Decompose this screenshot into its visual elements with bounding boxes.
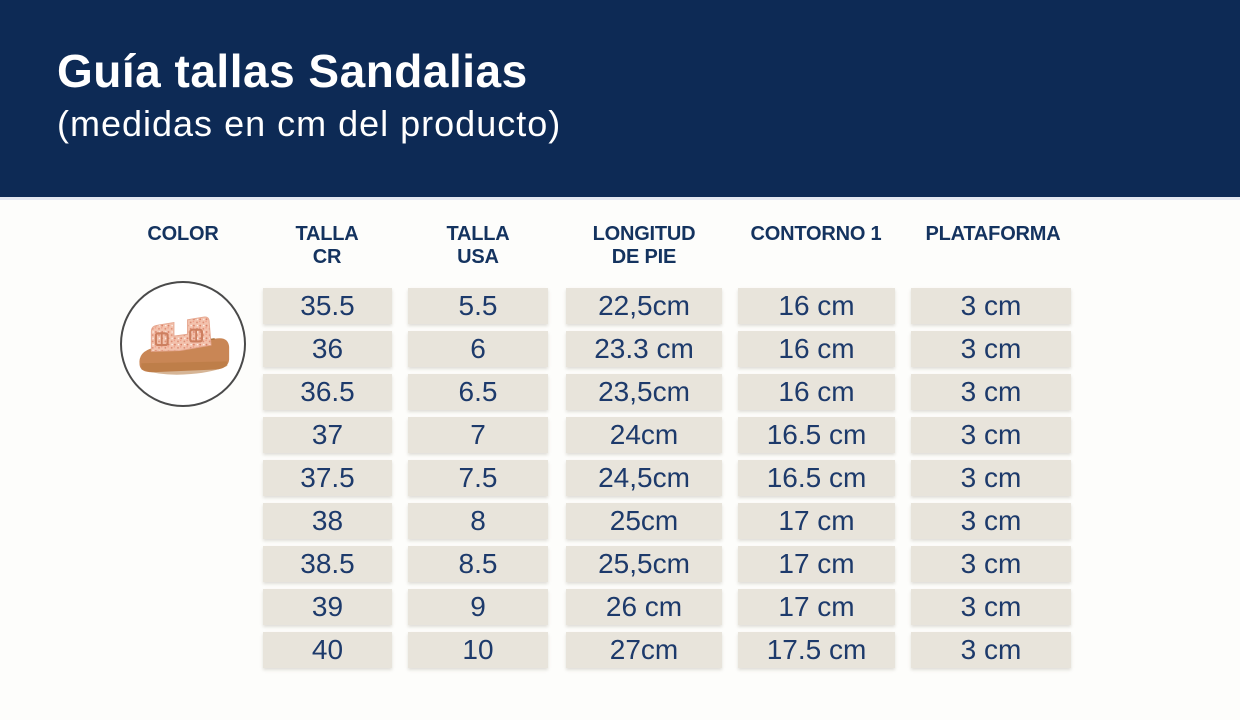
size-cell: 17 cm <box>738 546 895 582</box>
size-cell: 8.5 <box>408 546 548 582</box>
sandal-icon <box>139 316 230 375</box>
size-cell: 6 <box>408 331 548 367</box>
product-photo <box>120 281 246 407</box>
size-cell: 3 cm <box>911 374 1071 410</box>
size-cell: 27cm <box>566 632 722 668</box>
column-header-longitud: LONGITUD DE PIE <box>592 223 696 268</box>
page-subtitle: (medidas en cm del producto) <box>57 103 562 144</box>
size-cell: 3 cm <box>911 460 1071 496</box>
size-cell: 16.5 cm <box>738 460 895 496</box>
size-cell: 10 <box>408 632 548 668</box>
size-cell: 38.5 <box>263 546 392 582</box>
size-cell: 39 <box>263 589 392 625</box>
size-cell: 17 cm <box>738 589 895 625</box>
size-cell: 24cm <box>566 417 722 453</box>
size-cell: 23.3 cm <box>566 331 722 367</box>
size-cell: 26 cm <box>566 589 722 625</box>
size-cell: 16.5 cm <box>738 417 895 453</box>
header-banner: Guía tallas Sandalias (medidas en cm del… <box>0 0 1240 200</box>
size-cell: 6.5 <box>408 374 548 410</box>
column-header-plataforma: PLATAFORMA <box>925 223 1061 245</box>
column-header-color: COLOR <box>147 223 219 245</box>
size-cell: 16 cm <box>738 331 895 367</box>
size-cell: 3 cm <box>911 331 1071 367</box>
size-cell: 35.5 <box>263 288 392 324</box>
size-cell: 22,5cm <box>566 288 722 324</box>
size-cell: 8 <box>408 503 548 539</box>
size-cell: 3 cm <box>911 288 1071 324</box>
size-cell: 16 cm <box>738 374 895 410</box>
size-cell: 7.5 <box>408 460 548 496</box>
size-cell: 40 <box>263 632 392 668</box>
size-cell: 23,5cm <box>566 374 722 410</box>
size-cell: 3 cm <box>911 589 1071 625</box>
size-cell: 17.5 cm <box>738 632 895 668</box>
size-cell: 37 <box>263 417 392 453</box>
size-cell: 25,5cm <box>566 546 722 582</box>
size-cell: 5.5 <box>408 288 548 324</box>
column-header-talla-cr: TALLA CR <box>295 223 359 268</box>
size-cell: 3 cm <box>911 503 1071 539</box>
size-cell: 37.5 <box>263 460 392 496</box>
size-cell: 36 <box>263 331 392 367</box>
size-cell: 3 cm <box>911 417 1071 453</box>
column-header-contorno: CONTORNO 1 <box>750 223 882 245</box>
size-cell: 16 cm <box>738 288 895 324</box>
size-cell: 3 cm <box>911 546 1071 582</box>
size-cell: 3 cm <box>911 632 1071 668</box>
size-cell: 36.5 <box>263 374 392 410</box>
size-cell: 38 <box>263 503 392 539</box>
column-header-talla-usa: TALLA USA <box>446 223 510 268</box>
size-cell: 7 <box>408 417 548 453</box>
size-cell: 24,5cm <box>566 460 722 496</box>
size-cell: 17 cm <box>738 503 895 539</box>
size-cell: 9 <box>408 589 548 625</box>
size-cell: 25cm <box>566 503 722 539</box>
page-title: Guía tallas Sandalias <box>57 45 528 97</box>
